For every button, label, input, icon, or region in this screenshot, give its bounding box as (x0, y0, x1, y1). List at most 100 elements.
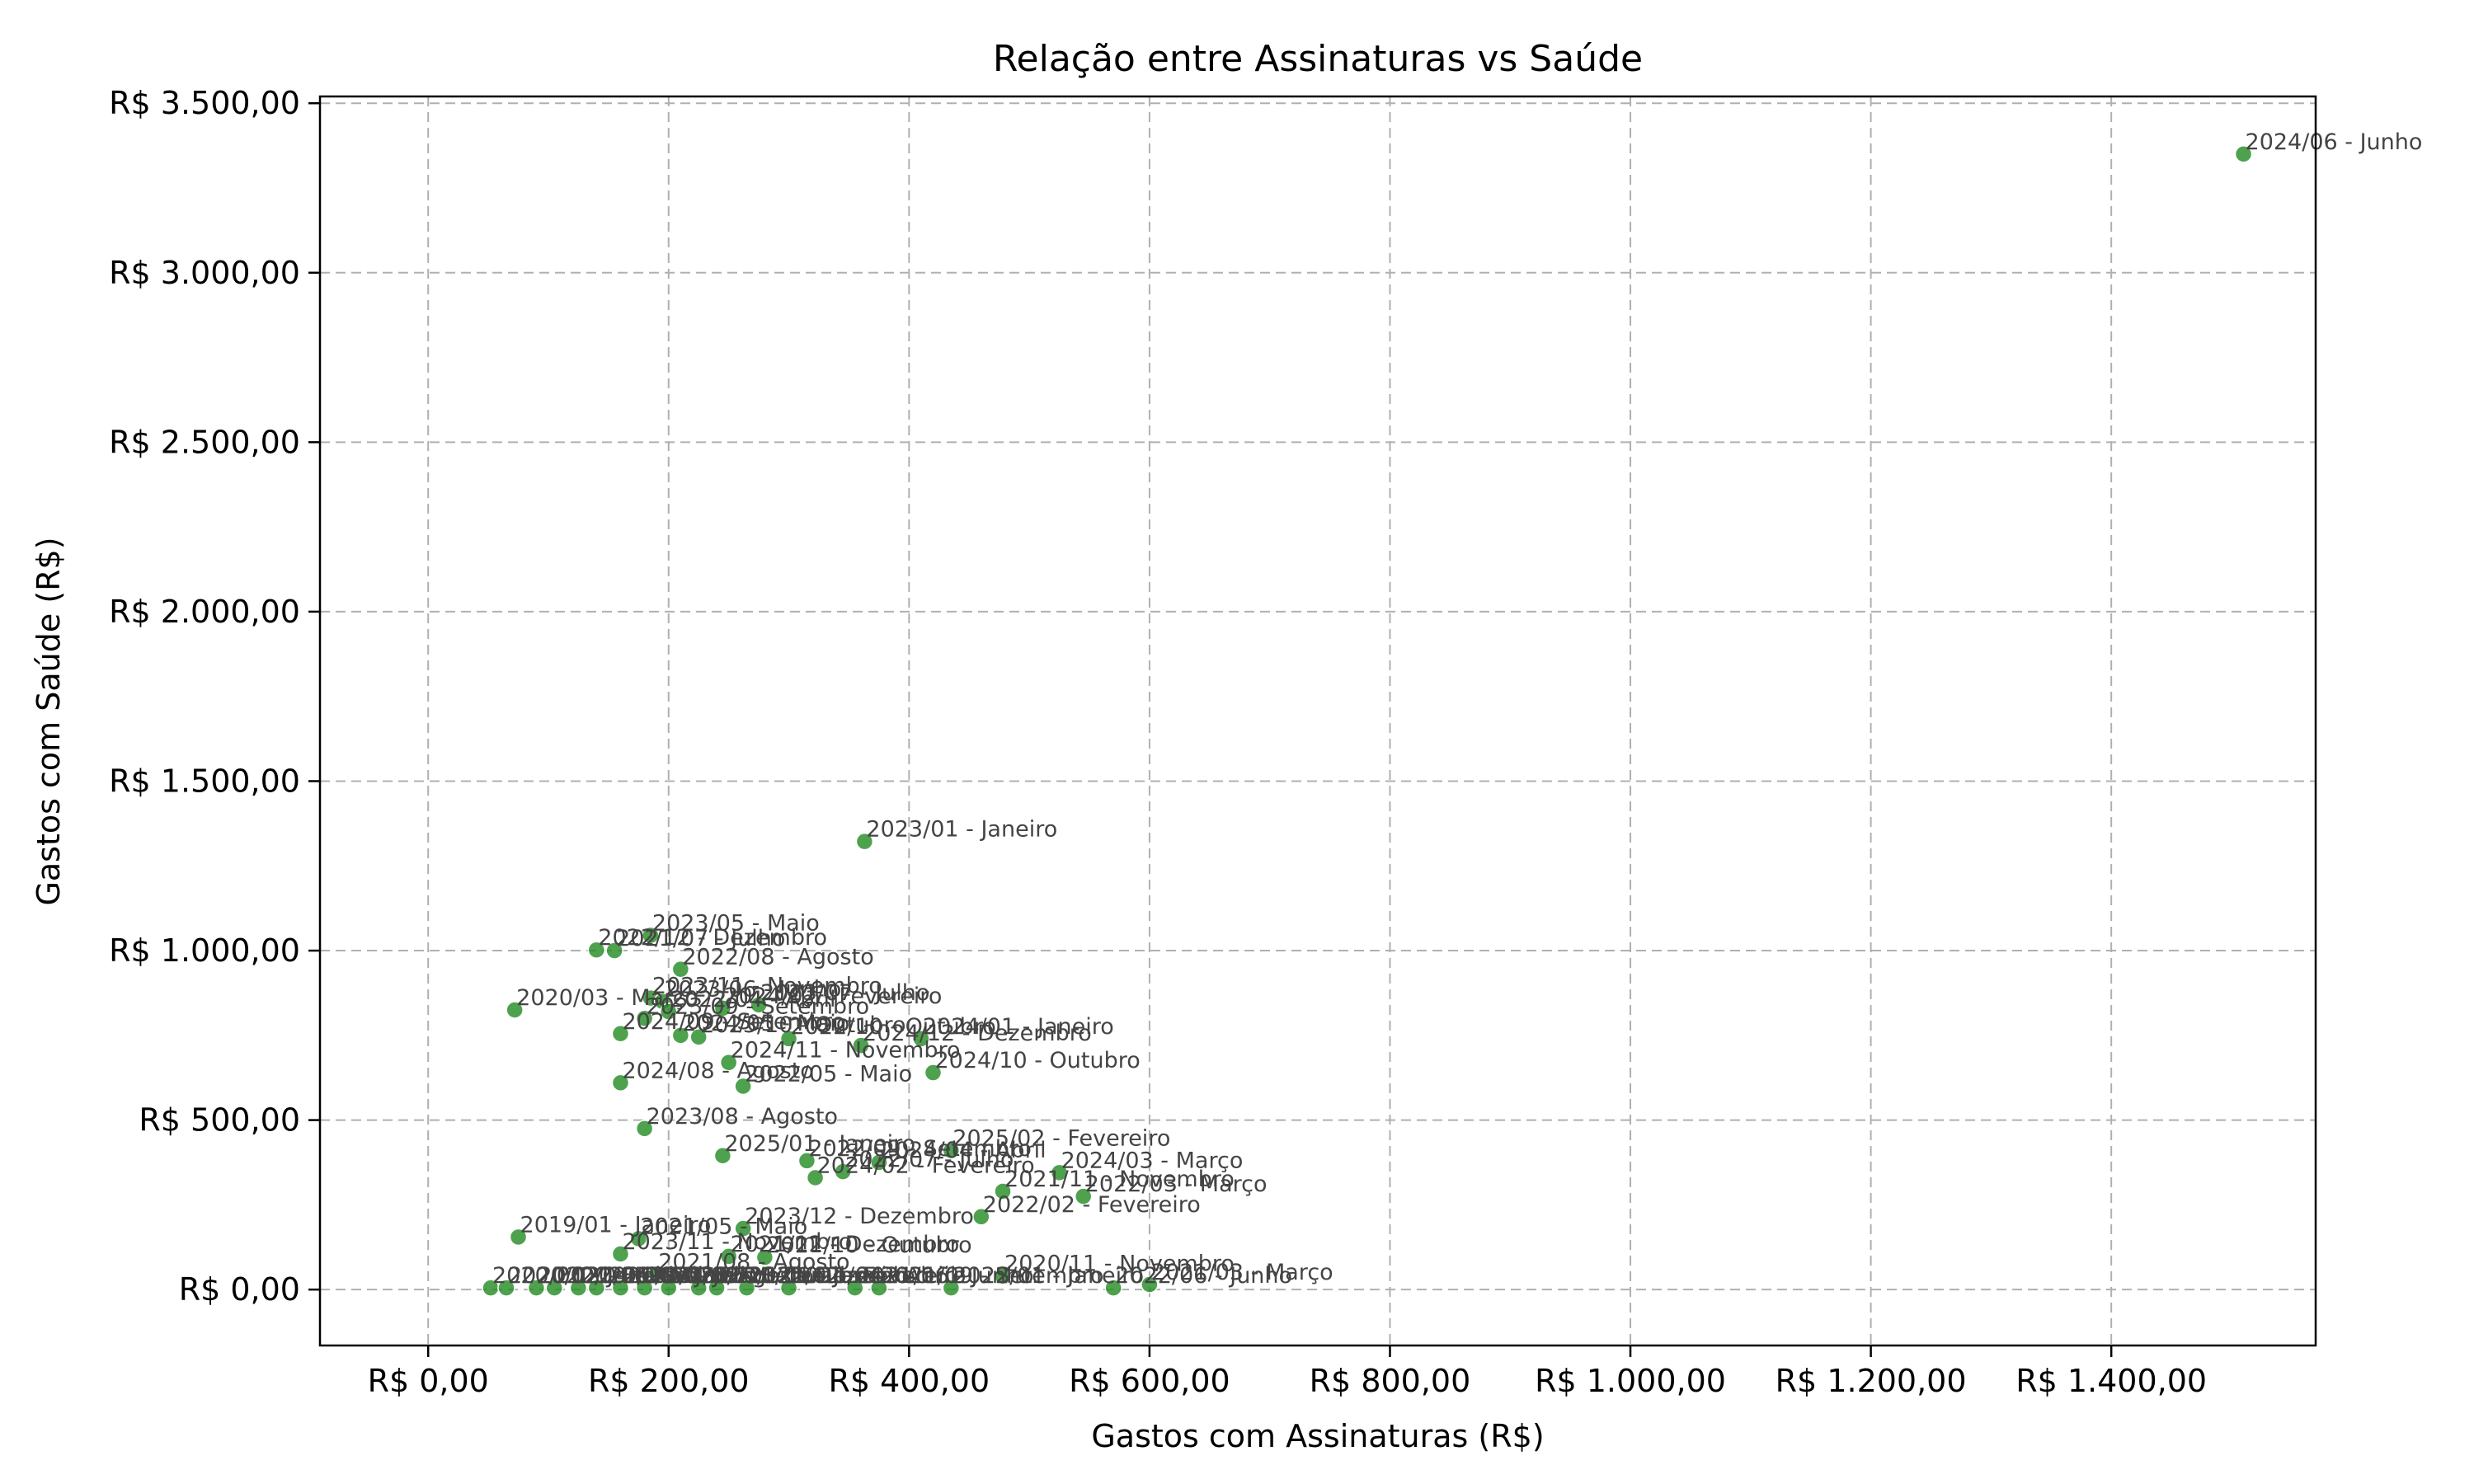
point-label: 2021/08 - Agosto (658, 1250, 849, 1275)
point-label: 2022/06 - Junho (1115, 1263, 1292, 1289)
point-label: 2021/12 - Dezembro (731, 1232, 960, 1257)
point-label: 2020/02 - Fevereiro (508, 1263, 726, 1289)
point-label: 2023/09 - Setembro (647, 993, 870, 1019)
y-tick-label: R$ 0,00 (179, 1271, 300, 1308)
data-point (870, 1153, 888, 1172)
data-point (942, 1141, 961, 1160)
point-label: 2021/09 - Setembro (881, 1263, 1104, 1289)
point-label: 2021/06 - Junho (857, 1263, 1034, 1289)
data-point (734, 1077, 752, 1096)
data-point (611, 1073, 630, 1092)
point-label: 2022/01 - Janeiro (952, 1263, 1144, 1289)
data-point (924, 1064, 943, 1082)
point-label: 2024/10 - Outubro (934, 1048, 1140, 1073)
data-point (845, 1279, 864, 1297)
y-tick-label: R$ 3.500,00 (109, 85, 300, 121)
x-tick-label: R$ 400,00 (829, 1363, 990, 1399)
data-point (719, 1247, 738, 1266)
data-point (912, 1030, 930, 1048)
point-label: 2023/12 - Dezembro (745, 1204, 974, 1229)
x-tick-label: R$ 800,00 (1310, 1363, 1471, 1399)
data-point (779, 1279, 798, 1297)
point-label: 2021/02 - Fevereiro (749, 1263, 967, 1289)
point-annotations: 2024/06 - Junho 2023/01 - Janeiro 2023/05 … (492, 129, 2422, 1289)
data-point (994, 1266, 1012, 1285)
data-point (1074, 1187, 1093, 1205)
data-point (737, 1279, 756, 1297)
point-label: 2024/06 - Junho (2246, 129, 2423, 155)
data-point (671, 1026, 690, 1045)
data-points (482, 145, 2253, 1297)
point-label: 2022/09 - Setembro (808, 1136, 1031, 1162)
y-tick-label: R$ 2.500,00 (109, 424, 300, 460)
point-label: 2025/01 - Janeiro (724, 1131, 915, 1157)
grid-lines (320, 96, 2316, 1345)
point-label: 2023/08 - Agosto (647, 1104, 838, 1129)
data-point (671, 960, 690, 979)
data-point (611, 1245, 630, 1263)
point-label: 2022/02 - Fevereiro (983, 1192, 1201, 1218)
point-label: 2023/11 - Novembro (652, 974, 882, 999)
data-point (806, 1168, 825, 1187)
data-point (719, 1053, 738, 1072)
point-label: 2021/11 - Novembro (1004, 1167, 1235, 1192)
y-tick-label: R$ 1.500,00 (109, 763, 300, 799)
data-point (629, 1229, 648, 1248)
point-label: 2024/04 - Abril (881, 1138, 1047, 1163)
data-point (635, 1120, 654, 1138)
point-label: 2023/05 - Maio (652, 911, 820, 937)
point-label: 2023/11 - Novembro (622, 1229, 852, 1255)
data-point (972, 1208, 990, 1226)
data-point (755, 1248, 774, 1266)
data-point (713, 1147, 732, 1165)
axis-ticks: R$ 0,00 R$ 200,00 R$ 400,00 R$ 600,00 R$ 800… (109, 85, 2207, 1399)
data-point (642, 926, 660, 945)
point-label: 2023/10 - Outubro (700, 1012, 905, 1038)
chart-title: Relação entre Assinaturas vs Saúde (993, 38, 1643, 80)
data-point (797, 1152, 816, 1170)
point-label: 2024/12 - Dezembro (863, 1021, 1092, 1046)
data-point (509, 1228, 528, 1247)
data-point (660, 1003, 678, 1021)
data-point (660, 1279, 678, 1297)
point-label: 2022/07 - Julho (844, 1147, 1014, 1172)
point-label: 2020/04 - Abril (538, 1263, 703, 1289)
y-axis-label: Gastos com Saúde (R$) (31, 537, 67, 905)
data-point (713, 999, 732, 1017)
point-label: 2024/09 - Setembro (622, 1009, 844, 1035)
data-point (689, 1279, 708, 1297)
data-point (2234, 145, 2253, 163)
data-point (1104, 1279, 1122, 1297)
data-point (605, 942, 623, 960)
point-label: 2024/02 - Fevereiro (817, 1153, 1035, 1178)
x-tick-label: R$ 200,00 (588, 1363, 750, 1399)
data-point (569, 1279, 588, 1297)
point-label: 2022/05 - Maio (745, 1061, 912, 1087)
y-tick-label: R$ 1.000,00 (109, 932, 300, 969)
x-axis-label: Gastos com Assinaturas (R$) (1091, 1418, 1544, 1454)
data-point (870, 1279, 888, 1297)
point-label: 2024/03 - Março (1061, 1148, 1244, 1173)
data-point (994, 1182, 1012, 1200)
data-point (852, 1036, 870, 1054)
data-point (834, 1162, 852, 1181)
point-label: 2024/05 - Maio (682, 1011, 849, 1036)
data-point (942, 1279, 961, 1297)
x-tick-label: R$ 1.400,00 (2015, 1363, 2207, 1399)
x-tick-label: R$ 0,00 (368, 1363, 489, 1399)
point-label: 2020/09 - Setembro (647, 1263, 870, 1289)
x-tick-label: R$ 1.200,00 (1776, 1363, 1967, 1399)
data-point (750, 996, 768, 1014)
point-label: 2024/11 - Novembro (731, 1038, 961, 1064)
point-label: 2020/11 - Novembro (1004, 1252, 1235, 1277)
point-label: 2020/05 - Maio (556, 1263, 723, 1289)
point-label: 2025/02 - Fevereiro (952, 1126, 1170, 1152)
point-label: 2022/12 - Dezembro (598, 925, 827, 951)
y-tick-label: R$ 3.000,00 (109, 255, 300, 291)
point-label: 2020/12 - Dezembro (700, 1263, 929, 1289)
point-label: 2022/10 - Outubro (791, 1014, 996, 1040)
point-label: 2021/03 - Março (1151, 1260, 1333, 1285)
y-tick-label: R$ 500,00 (139, 1102, 300, 1139)
